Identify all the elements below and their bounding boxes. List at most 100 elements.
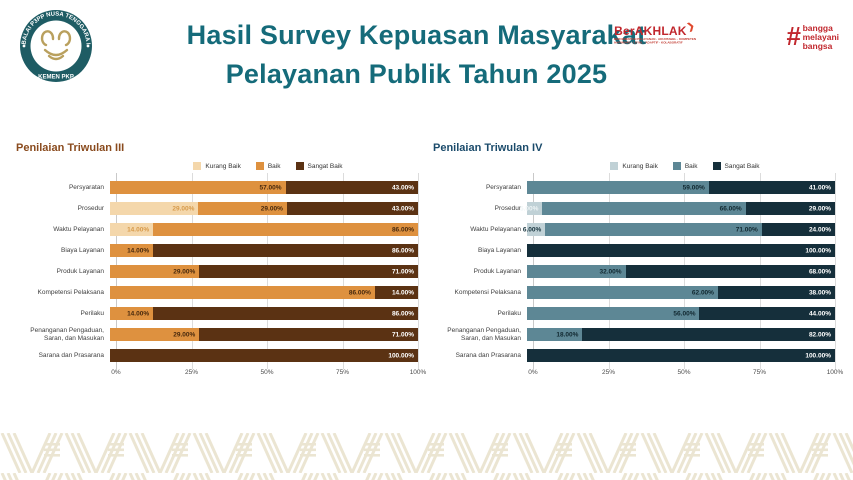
berakhlak-wordmark: Ber AKHLAK ❯ <box>614 20 696 38</box>
tenun-pattern-svg <box>0 433 853 480</box>
bar-track: 100.00% <box>527 349 835 362</box>
x-axis: 0% 25% 50% 75% 100% <box>111 369 426 383</box>
bar-segment: 71.00% <box>199 265 418 278</box>
badge-inner-disc <box>30 20 82 72</box>
bar-row: Kompetensi Pelaksana 86.00% 14.00% <box>16 282 420 303</box>
page-title-line2: Pelayanan Publik Tahun 2025 <box>225 59 608 90</box>
legend-item: Kurang Baik <box>610 162 658 170</box>
bar-segment: 29.00% <box>110 265 200 278</box>
bar-row: Sarana dan Prasarana 100.00% <box>433 345 837 366</box>
category-label: Sarana dan Prasarana <box>455 351 521 359</box>
legend-item: Sangat Baik <box>712 162 760 170</box>
category-label: Biaya Layanan <box>60 246 104 254</box>
bar-value-label: 29.00% <box>173 268 196 275</box>
bar-track: 62.00% 38.00% <box>527 286 835 299</box>
bar-value-label: 43.00% <box>391 205 414 212</box>
bar-value-label: 71.00% <box>735 226 758 233</box>
bar-row: Persyaratan 57.00% 43.00% <box>16 177 420 198</box>
bar-segment: 38.00% <box>717 286 835 299</box>
x-tick-label: 0% <box>111 369 121 376</box>
bar-track: 14.00% 86.00% <box>110 307 418 320</box>
bar-row: Biaya Layanan 14.00% 86.00% <box>16 240 420 261</box>
bar-track: 29.00% 71.00% <box>110 328 418 341</box>
bar-segment: 29.00% <box>198 202 287 215</box>
bar-segment: 86.00% <box>153 307 418 320</box>
bar-value-label: 66.00% <box>719 205 742 212</box>
bar-segment: 32.00% <box>527 265 626 278</box>
bar-segment: 86.00% <box>153 244 418 257</box>
bar-value-label: 56.00% <box>673 310 696 317</box>
bar-row: Prosedur 29.00% 29.00% 43.00% <box>16 198 420 219</box>
bar-segment: 68.00% <box>625 265 835 278</box>
bar-track: 18.00% 82.00% <box>527 328 835 341</box>
x-axis: 0% 25% 50% 75% 100% <box>528 369 843 383</box>
chart-legend: Kurang Baik Baik Sangat Baik <box>533 162 837 170</box>
bar-segment: 66.00% <box>542 202 746 215</box>
legend-color-chip <box>672 162 681 170</box>
bar-value-label: 44.00% <box>808 310 831 317</box>
legend-label: Sangat Baik <box>307 162 343 170</box>
bangga-melayani-bangsa-logo: # bangga melayani bangsa <box>786 23 839 51</box>
bar-segment: 29.00% <box>110 202 199 215</box>
bar-value-label: 57.00% <box>259 184 282 191</box>
bar-row: Perilaku 56.00% 44.00% <box>433 303 837 324</box>
category-label: Biaya Layanan <box>477 246 521 254</box>
bar-value-label: 29.00% <box>172 205 195 212</box>
category-label: Perilaku <box>497 309 521 317</box>
x-tick-label: 100% <box>826 369 844 376</box>
berakhlak-tagline-line2: HARMONIS · LOYAL · ADAPTIF · KOLABORATIF <box>614 41 683 45</box>
legend-color-chip <box>295 162 304 170</box>
berakhlak-main: AKHLAK <box>634 24 687 38</box>
bar-track: 32.00% 68.00% <box>527 265 835 278</box>
badge-dot-left <box>22 44 26 48</box>
bar-segment: 24.00% <box>761 223 835 236</box>
chart-body: Persyaratan 57.00% 43.00% Prosedur 29.00% 29.… <box>16 173 426 383</box>
chart-title: Penilaian Triwulan III <box>16 142 125 154</box>
bar-value-label: 14.00% <box>127 247 150 254</box>
header-brand-logos: Ber AKHLAK ❯ BERORIENTASI PELAYANAN · AKUN… <box>614 20 839 52</box>
legend-label: Kurang Baik <box>205 162 241 170</box>
legend-color-chip <box>255 162 264 170</box>
bar-row: Perilaku 14.00% 86.00% <box>16 303 420 324</box>
bar-row: Produk Layanan 29.00% 71.00% <box>16 261 420 282</box>
bar-segment: 56.00% <box>527 307 700 320</box>
bar-segment: 100.00% <box>527 349 835 362</box>
bar-track: 14.00% 86.00% <box>110 223 418 236</box>
category-label: Waktu Pelayanan <box>53 225 104 233</box>
bangga-wordmark: bangga melayani bangsa <box>803 24 839 51</box>
bar-segment: 71.00% <box>199 328 418 341</box>
bangga-word2: melayani <box>802 31 839 42</box>
legend-label: Sangat Baik <box>724 162 760 170</box>
bar-value-label: 100.00% <box>805 247 831 254</box>
bar-row: Biaya Layanan 100.00% <box>433 240 837 261</box>
chart-title: Penilaian Triwulan IV <box>433 142 543 154</box>
bar-value-label: 5.00% <box>519 205 539 212</box>
category-label: Prosedur <box>77 204 104 212</box>
category-label: Persyaratan <box>68 183 104 191</box>
bar-segment: 6.00% <box>523 223 546 236</box>
category-label: Persyaratan <box>485 183 521 191</box>
legend-label: Baik <box>267 162 281 170</box>
bar-segment: 5.00% <box>520 202 543 215</box>
bar-value-label: 100.00% <box>805 352 831 359</box>
bar-track: 5.00% 66.00% 29.00% <box>520 202 835 215</box>
bar-segment: 14.00% <box>110 223 154 236</box>
bar-segment: 43.00% <box>285 181 418 194</box>
category-label: Waktu Pelayanan <box>470 225 521 233</box>
bar-value-label: 29.00% <box>173 331 196 338</box>
bar-track: 100.00% <box>527 244 835 257</box>
bar-track: 29.00% 71.00% <box>110 265 418 278</box>
bar-value-label: 14.00% <box>127 226 150 233</box>
bar-value-label: 86.00% <box>391 247 414 254</box>
bar-value-label: 29.00% <box>260 205 283 212</box>
legend-label: Baik <box>684 162 698 170</box>
bar-value-label: 71.00% <box>391 268 414 275</box>
badge-dot-right <box>86 44 90 48</box>
bar-segment: 100.00% <box>527 244 835 257</box>
bar-row: Persyaratan 59.00% 41.00% <box>433 177 837 198</box>
bar-track: 14.00% 86.00% <box>110 244 418 257</box>
bar-segment: 44.00% <box>699 307 835 320</box>
legend-color-chip <box>610 162 619 170</box>
chart-legend: Kurang Baik Baik Sangat Baik <box>116 162 420 170</box>
bar-segment: 41.00% <box>708 181 835 194</box>
